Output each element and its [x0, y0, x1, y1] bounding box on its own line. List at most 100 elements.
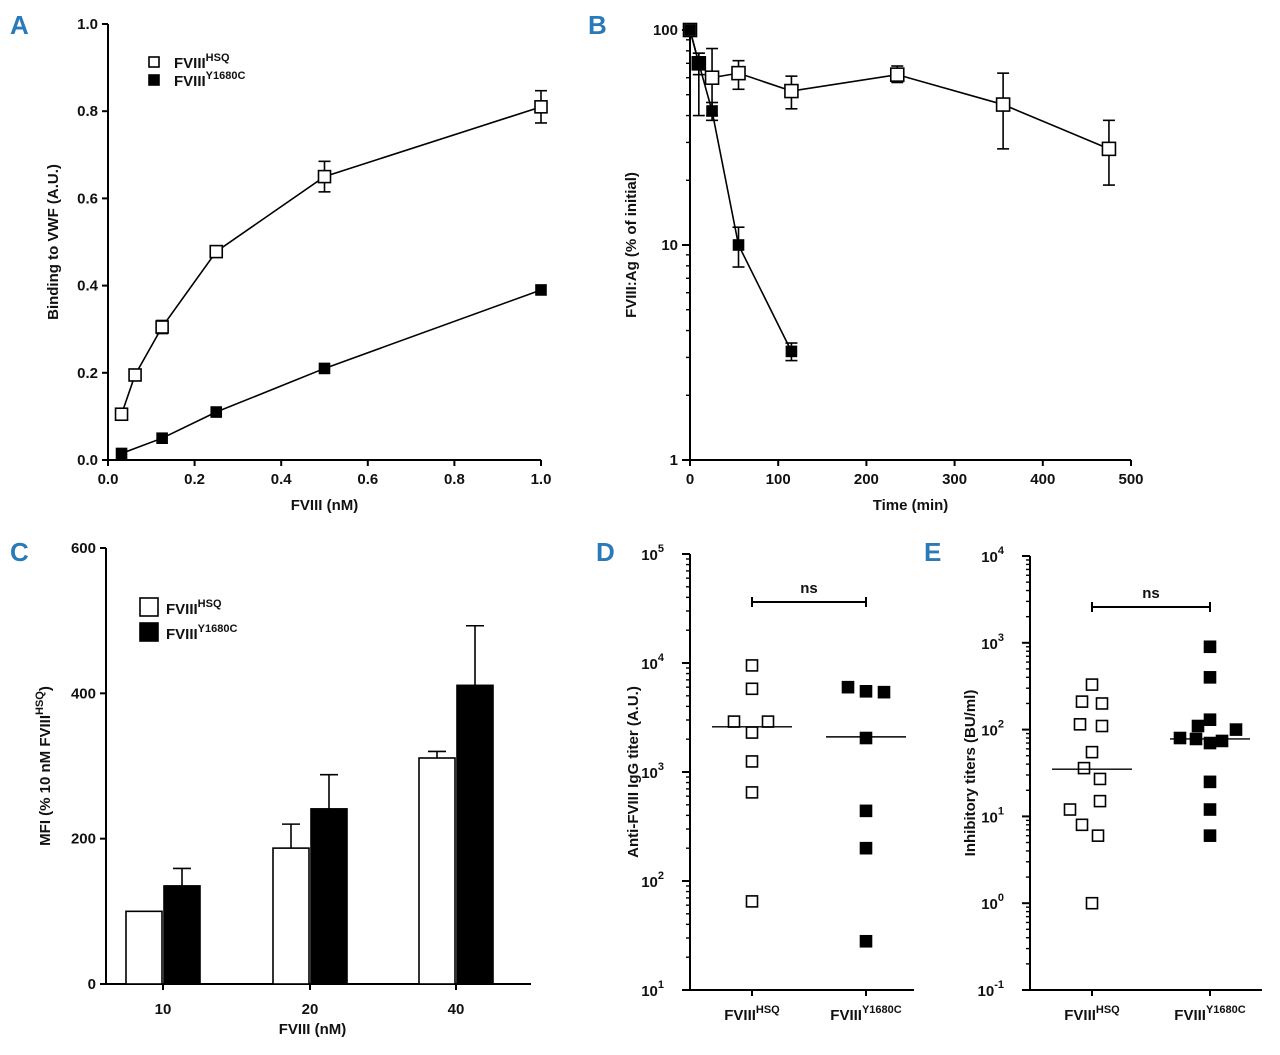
e-data-point	[1203, 671, 1217, 684]
d-data-point	[745, 786, 759, 799]
a-x-axis-label: FVIII (nM)	[291, 497, 359, 514]
e-data-point	[1229, 723, 1243, 736]
d-data-point	[859, 804, 873, 818]
b-y-axis-label: FVIII:Ag (% of initial)	[623, 172, 640, 318]
a-x-tick-label: 1.0	[531, 471, 552, 488]
a-y-tick-label: 0.2	[77, 365, 98, 382]
e-data-point	[1063, 803, 1077, 816]
a-legend-label-sup: Y1680C	[206, 70, 246, 82]
b-y-tick-label: 10	[661, 237, 678, 254]
panel-d-letter: D	[596, 537, 615, 567]
a-y-axis-label: Binding to VWF (A.U.)	[45, 164, 62, 320]
d-significance-label: ns	[800, 580, 818, 597]
d-data-point	[727, 715, 741, 728]
b-data-point	[684, 24, 696, 36]
c-bar	[163, 885, 201, 985]
b-x-axis-label: Time (min)	[873, 497, 949, 514]
e-y-tick-exp: 4	[998, 545, 1005, 557]
e-data-point	[1085, 745, 1099, 759]
e-data-point	[1095, 697, 1109, 710]
e-y-tick-exp: 2	[998, 719, 1004, 731]
b-x-tick-label: 400	[1030, 471, 1055, 488]
c-x-tick-label: 10	[155, 1001, 172, 1018]
e-significance-label: ns	[1142, 585, 1160, 602]
c-legend-swatch	[139, 597, 159, 617]
a-legend-marker	[148, 56, 160, 68]
d-data-point	[745, 682, 759, 696]
e-x-tick-label: FVIIIHSQ	[1064, 1004, 1120, 1024]
e-y-tick-exp: 3	[998, 632, 1004, 644]
e-y-tick-label: 100	[981, 892, 1004, 913]
b-data-point	[785, 345, 798, 358]
e-x-tick-label-sup: Y1680C	[1206, 1004, 1246, 1016]
a-legend-marker	[148, 74, 160, 86]
e-y-tick-label: 102	[981, 719, 1004, 740]
d-y-tick-base: 10	[641, 874, 658, 891]
c-legend-label: FVIIIY1680C	[166, 623, 237, 643]
a-data-point	[535, 284, 547, 296]
e-data-point	[1095, 719, 1109, 733]
a-series-line	[121, 289, 542, 455]
d-x-tick-label: FVIIIY1680C	[830, 1004, 901, 1024]
c-bar	[310, 808, 348, 985]
c-bar	[125, 910, 163, 985]
e-y-tick-exp: -1	[994, 979, 1004, 991]
c-bar	[418, 757, 456, 985]
d-data-point	[841, 680, 855, 694]
d-y-tick-label: 101	[641, 979, 664, 1000]
d-data-point	[745, 755, 759, 768]
e-y-tick-base: 10	[981, 896, 998, 913]
b-data-point	[889, 67, 905, 82]
d-x-tick-label-sup: HSQ	[756, 1004, 780, 1016]
d-y-tick-exp: 3	[658, 761, 664, 773]
d-data-point	[859, 841, 873, 855]
d-data-point	[859, 934, 873, 948]
e-data-point	[1173, 731, 1187, 745]
d-x-tick-label: FVIIIHSQ	[724, 1004, 780, 1024]
b-x-tick-label: 300	[942, 471, 967, 488]
d-data-point	[877, 685, 891, 699]
d-y-tick-label: 104	[641, 652, 665, 673]
e-y-tick-base: 10	[981, 723, 998, 740]
e-data-point	[1075, 818, 1089, 832]
e-data-point	[1203, 803, 1217, 816]
c-y-label-sup: HSQ	[34, 691, 46, 715]
a-x-tick-label: 0.2	[184, 471, 205, 488]
c-legend-label-sup: HSQ	[198, 598, 222, 610]
a-y-tick-label: 1.0	[77, 16, 98, 33]
b-data-point	[784, 83, 799, 99]
b-data-point	[693, 57, 705, 70]
e-data-point	[1077, 761, 1091, 775]
a-legend-label: FVIIIY1680C	[174, 70, 245, 90]
panel-c-letter: C	[10, 537, 29, 567]
b-y-tick-label: 1	[670, 452, 678, 469]
a-legend-label-base: FVIII	[174, 73, 206, 90]
a-data-point	[210, 406, 223, 418]
a-x-tick-label: 0.0	[98, 471, 119, 488]
e-data-point	[1093, 772, 1107, 786]
a-x-tick-label: 0.4	[271, 471, 293, 488]
e-data-point	[1203, 736, 1217, 750]
e-data-point	[1093, 794, 1107, 808]
c-legend-label-base: FVIII	[166, 626, 198, 643]
d-y-tick-exp: 4	[658, 652, 665, 664]
e-y-tick-exp: 0	[998, 892, 1004, 904]
b-data-point	[995, 97, 1011, 112]
e-x-tick-label-sup: HSQ	[1096, 1004, 1120, 1016]
a-y-tick-label: 0.8	[77, 103, 98, 120]
a-data-point	[156, 432, 168, 445]
d-y-tick-label: 103	[641, 761, 664, 782]
b-x-tick-label: 200	[854, 471, 879, 488]
e-y-tick-exp: 1	[998, 805, 1004, 817]
d-data-point	[745, 726, 759, 739]
c-y-tick-label: 0	[88, 976, 96, 993]
d-y-tick-base: 10	[641, 547, 658, 564]
b-series-line	[689, 29, 1110, 150]
c-y-tick-label: 200	[71, 831, 96, 848]
e-y-tick-base: 10	[981, 809, 998, 826]
a-data-point	[128, 368, 142, 382]
a-legend-label: FVIIIHSQ	[174, 52, 230, 72]
d-y-tick-base: 10	[641, 765, 658, 782]
e-data-point	[1085, 896, 1099, 910]
